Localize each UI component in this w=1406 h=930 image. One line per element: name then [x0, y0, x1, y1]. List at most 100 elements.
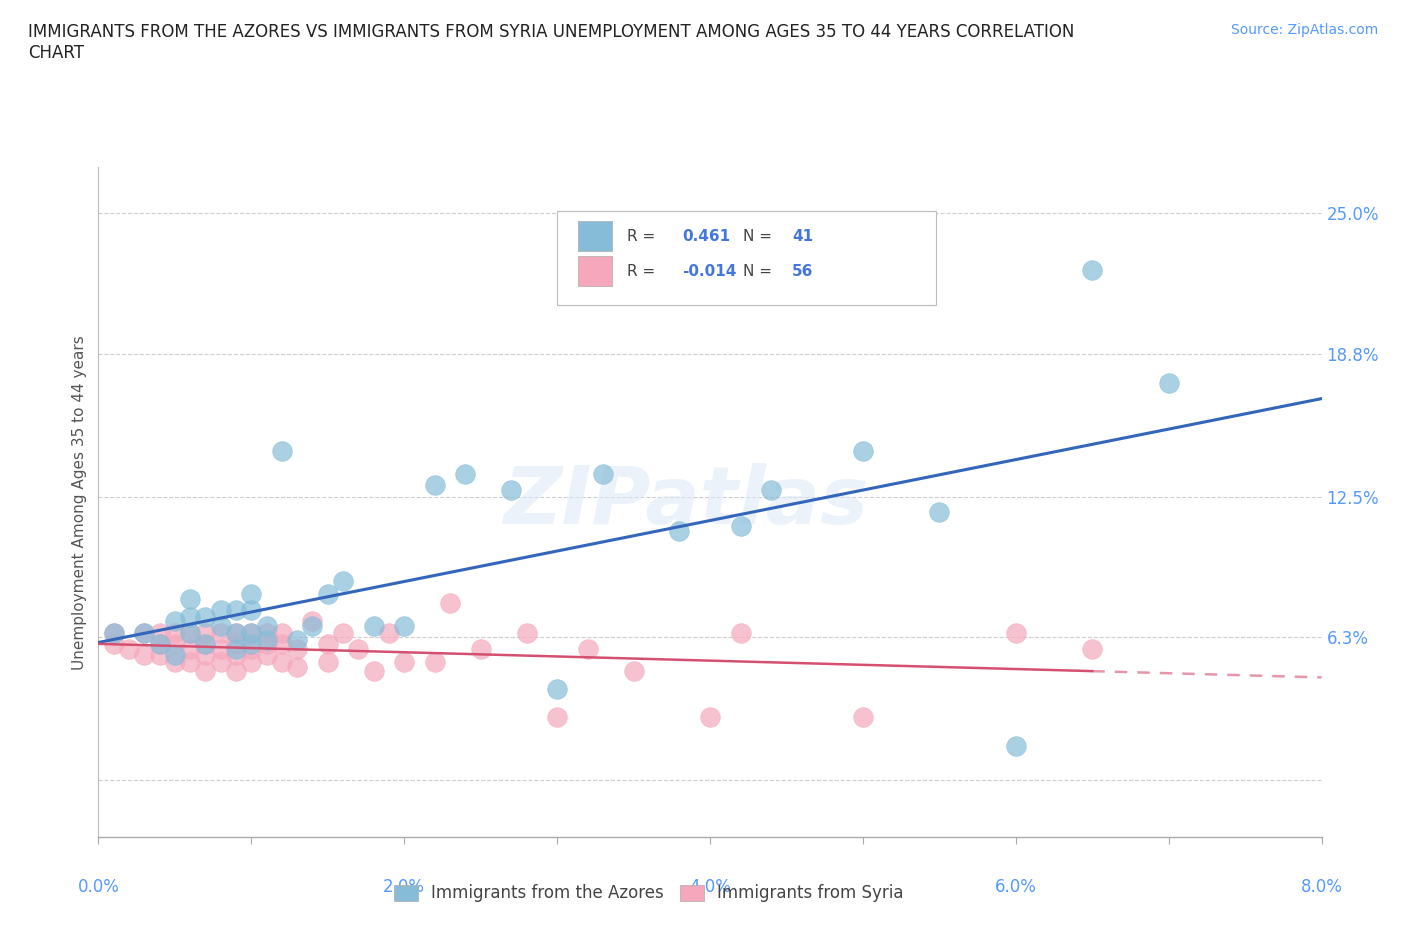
Point	[209, 641, 232, 656]
Point	[301, 614, 323, 629]
Point	[134, 625, 156, 640]
Point	[256, 618, 278, 633]
Point	[730, 625, 752, 640]
Point	[149, 637, 172, 652]
Point	[1157, 376, 1180, 391]
Text: 4.0%: 4.0%	[689, 878, 731, 896]
Point	[209, 655, 232, 670]
Text: ZIPatlas: ZIPatlas	[503, 463, 868, 541]
Point	[592, 466, 614, 481]
Point	[179, 609, 201, 624]
Text: -0.014: -0.014	[682, 264, 737, 279]
Point	[179, 625, 201, 640]
Point	[240, 641, 263, 656]
Text: R =: R =	[627, 229, 655, 244]
Point	[270, 655, 294, 670]
Point	[225, 625, 247, 640]
Point	[118, 641, 141, 656]
Point	[194, 637, 217, 652]
Text: N =: N =	[742, 264, 772, 279]
Point	[392, 655, 416, 670]
Text: R =: R =	[627, 264, 655, 279]
Point	[378, 625, 401, 640]
Point	[163, 648, 186, 663]
Point	[103, 637, 125, 652]
Point	[194, 648, 217, 663]
Point	[209, 618, 232, 633]
Point	[576, 641, 599, 656]
Text: 56: 56	[792, 264, 813, 279]
Point	[454, 466, 477, 481]
Point	[194, 637, 217, 652]
Point	[285, 641, 308, 656]
Point	[363, 618, 385, 633]
Point	[699, 710, 721, 724]
Point	[332, 625, 354, 640]
Point	[270, 625, 294, 640]
Point	[1004, 738, 1026, 753]
Point	[668, 524, 690, 538]
Point	[316, 587, 339, 602]
Point	[134, 625, 156, 640]
Point	[256, 648, 278, 663]
Point	[163, 614, 186, 629]
Point	[163, 655, 186, 670]
Point	[225, 641, 247, 656]
Point	[270, 637, 294, 652]
Point	[194, 609, 217, 624]
Point	[256, 637, 278, 652]
Point	[225, 637, 247, 652]
Point	[501, 483, 523, 498]
Text: Source: ZipAtlas.com: Source: ZipAtlas.com	[1230, 23, 1378, 37]
Point	[730, 519, 752, 534]
Point	[240, 587, 263, 602]
Point	[1081, 262, 1104, 277]
Point	[285, 632, 308, 647]
Point	[285, 659, 308, 674]
Y-axis label: Unemployment Among Ages 35 to 44 years: Unemployment Among Ages 35 to 44 years	[72, 335, 87, 670]
Point	[225, 648, 247, 663]
Point	[225, 603, 247, 618]
Point	[301, 618, 323, 633]
Point	[1004, 625, 1026, 640]
Point	[256, 625, 278, 640]
Text: 8.0%: 8.0%	[1301, 878, 1343, 896]
Point	[439, 596, 461, 611]
Point	[179, 655, 201, 670]
Point	[209, 625, 232, 640]
Point	[316, 655, 339, 670]
Point	[546, 682, 568, 697]
Point	[470, 641, 492, 656]
Point	[209, 603, 232, 618]
Point	[103, 625, 125, 640]
Point	[516, 625, 538, 640]
Point	[852, 444, 875, 458]
Point	[163, 637, 186, 652]
Point	[240, 625, 263, 640]
Point	[240, 655, 263, 670]
Point	[240, 637, 263, 652]
Point	[928, 505, 950, 520]
Text: 6.0%: 6.0%	[995, 878, 1036, 896]
Point	[1081, 641, 1104, 656]
Text: N =: N =	[742, 229, 772, 244]
Point	[103, 625, 125, 640]
Point	[179, 625, 201, 640]
Point	[194, 664, 217, 679]
Point	[546, 710, 568, 724]
Point	[392, 618, 416, 633]
Text: 41: 41	[792, 229, 813, 244]
Point	[363, 664, 385, 679]
Point	[225, 664, 247, 679]
Point	[423, 478, 446, 493]
Point	[149, 625, 172, 640]
Point	[240, 625, 263, 640]
Legend: Immigrants from the Azores, Immigrants from Syria: Immigrants from the Azores, Immigrants f…	[388, 878, 910, 909]
Point	[149, 637, 172, 652]
Point	[225, 625, 247, 640]
Bar	[578, 221, 612, 251]
Point	[316, 637, 339, 652]
Point	[179, 641, 201, 656]
Point	[423, 655, 446, 670]
Text: 0.0%: 0.0%	[77, 878, 120, 896]
